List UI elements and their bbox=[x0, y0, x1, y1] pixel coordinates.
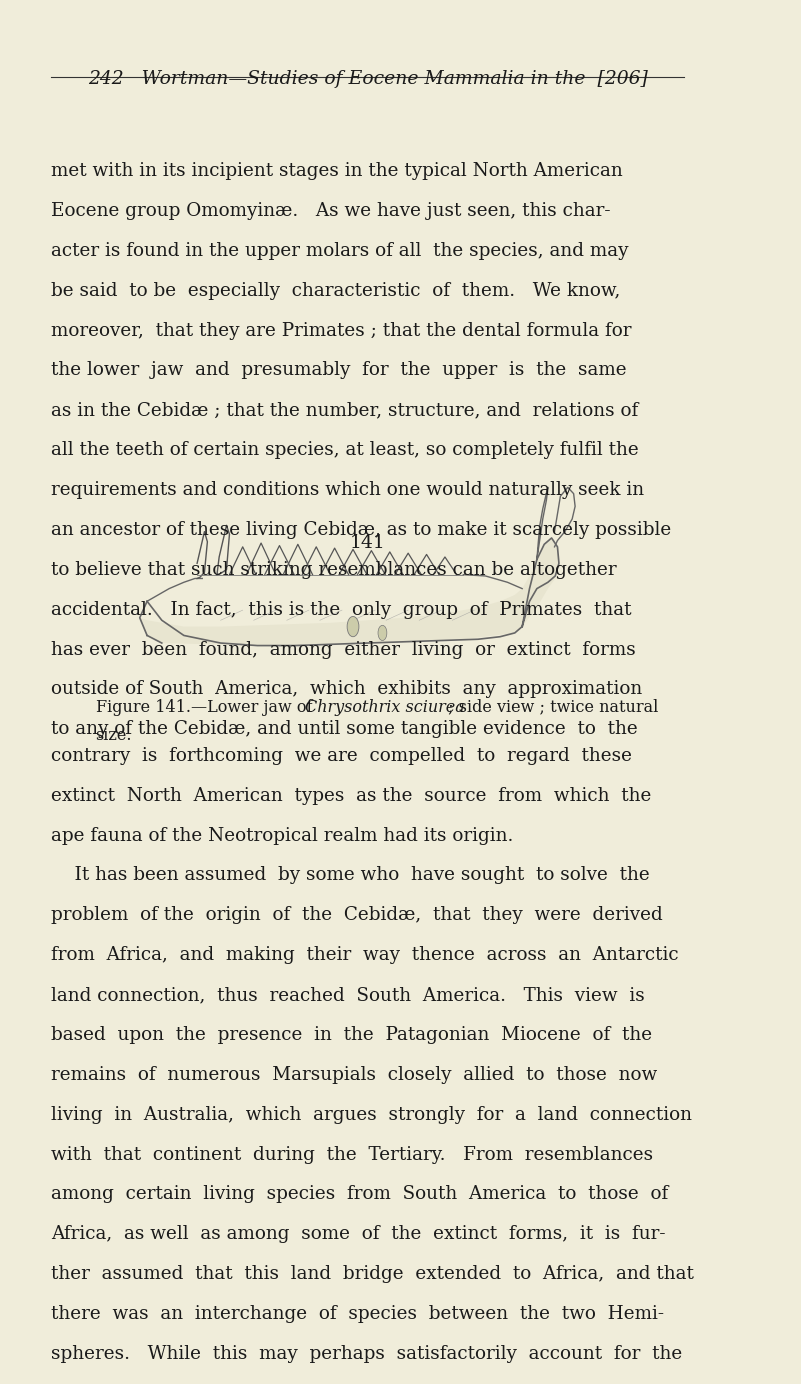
Text: moreover,  that they are Primates ; that the dental formula for: moreover, that they are Primates ; that … bbox=[51, 321, 632, 339]
Text: 141: 141 bbox=[350, 534, 385, 552]
Text: size.: size. bbox=[95, 727, 132, 743]
Text: met with in its incipient stages in the typical North American: met with in its incipient stages in the … bbox=[51, 162, 623, 180]
Text: It has been assumed  by some who  have sought  to solve  the: It has been assumed by some who have sou… bbox=[51, 866, 650, 884]
Text: outside of South  America,  which  exhibits  any  approximation: outside of South America, which exhibits… bbox=[51, 681, 642, 699]
Text: has ever  been  found,  among  either  living  or  extinct  forms: has ever been found, among either living… bbox=[51, 641, 636, 659]
Text: Eocene group Omomyinæ.   As we have just seen, this char-: Eocene group Omomyinæ. As we have just s… bbox=[51, 202, 611, 220]
Text: land connection,  thus  reached  South  America.   This  view  is: land connection, thus reached South Amer… bbox=[51, 985, 646, 1003]
Circle shape bbox=[378, 626, 387, 641]
Text: acter is found in the upper molars of all  the species, and may: acter is found in the upper molars of al… bbox=[51, 242, 629, 260]
Text: with  that  continent  during  the  Tertiary.   From  resemblances: with that continent during the Tertiary.… bbox=[51, 1146, 654, 1164]
Text: Figure 141.—Lower jaw of: Figure 141.—Lower jaw of bbox=[95, 699, 317, 716]
Text: from  Africa,  and  making  their  way  thence  across  an  Antarctic: from Africa, and making their way thence… bbox=[51, 947, 679, 965]
Text: there  was  an  interchange  of  species  between  the  two  Hemi-: there was an interchange of species betw… bbox=[51, 1305, 665, 1323]
Text: accidental.   In fact,  this is the  only  group  of  Primates  that: accidental. In fact, this is the only gr… bbox=[51, 601, 632, 619]
Text: Africa,  as well  as among  some  of  the  extinct  forms,  it  is  fur-: Africa, as well as among some of the ext… bbox=[51, 1225, 666, 1243]
Text: be said  to be  especially  characteristic  of  them.   We know,: be said to be especially characteristic … bbox=[51, 282, 621, 300]
Text: among  certain  living  species  from  South  America  to  those  of: among certain living species from South … bbox=[51, 1186, 669, 1204]
Text: the lower  jaw  and  presumably  for  the  upper  is  the  same: the lower jaw and presumably for the upp… bbox=[51, 361, 627, 379]
Text: ape fauna of the Neotropical realm had its origin.: ape fauna of the Neotropical realm had i… bbox=[51, 826, 514, 844]
Text: problem  of the  origin  of  the  Cebidæ,  that  they  were  derived: problem of the origin of the Cebidæ, tha… bbox=[51, 907, 663, 925]
Text: remains  of  numerous  Marsupials  closely  allied  to  those  now: remains of numerous Marsupials closely a… bbox=[51, 1066, 658, 1084]
Text: all the teeth of certain species, at least, so completely fulfil the: all the teeth of certain species, at lea… bbox=[51, 441, 639, 459]
Text: contrary  is  forthcoming  we are  compelled  to  regard  these: contrary is forthcoming we are compelled… bbox=[51, 747, 633, 765]
Text: 242   Wortman—Studies of Eocene Mammalia in the  [206]: 242 Wortman—Studies of Eocene Mammalia i… bbox=[88, 69, 648, 87]
Text: based  upon  the  presence  in  the  Patagonian  Miocene  of  the: based upon the presence in the Patagonia… bbox=[51, 1026, 653, 1044]
Text: ther  assumed  that  this  land  bridge  extended  to  Africa,  and that: ther assumed that this land bridge exten… bbox=[51, 1265, 694, 1283]
Text: ; side view ; twice natural: ; side view ; twice natural bbox=[444, 699, 659, 716]
Text: as in the Cebidæ ; that the number, structure, and  relations of: as in the Cebidæ ; that the number, stru… bbox=[51, 401, 638, 419]
Text: to believe that such striking resemblances can be altogether: to believe that such striking resemblanc… bbox=[51, 561, 617, 579]
Polygon shape bbox=[139, 538, 559, 645]
Text: an ancestor of these living Cebidæ, as to make it scarcely possible: an ancestor of these living Cebidæ, as t… bbox=[51, 520, 672, 538]
Text: living  in  Australia,  which  argues  strongly  for  a  land  connection: living in Australia, which argues strong… bbox=[51, 1106, 693, 1124]
Text: to any of the Cebidæ, and until some tangible evidence  to  the: to any of the Cebidæ, and until some tan… bbox=[51, 720, 638, 738]
Circle shape bbox=[347, 616, 359, 637]
Text: extinct  North  American  types  as the  source  from  which  the: extinct North American types as the sour… bbox=[51, 786, 652, 804]
Text: Chrysothrix sciurea: Chrysothrix sciurea bbox=[305, 699, 465, 716]
Text: spheres.   While  this  may  perhaps  satisfactorily  account  for  the: spheres. While this may perhaps satisfac… bbox=[51, 1345, 682, 1363]
Text: requirements and conditions which one would naturally seek in: requirements and conditions which one wo… bbox=[51, 482, 645, 500]
